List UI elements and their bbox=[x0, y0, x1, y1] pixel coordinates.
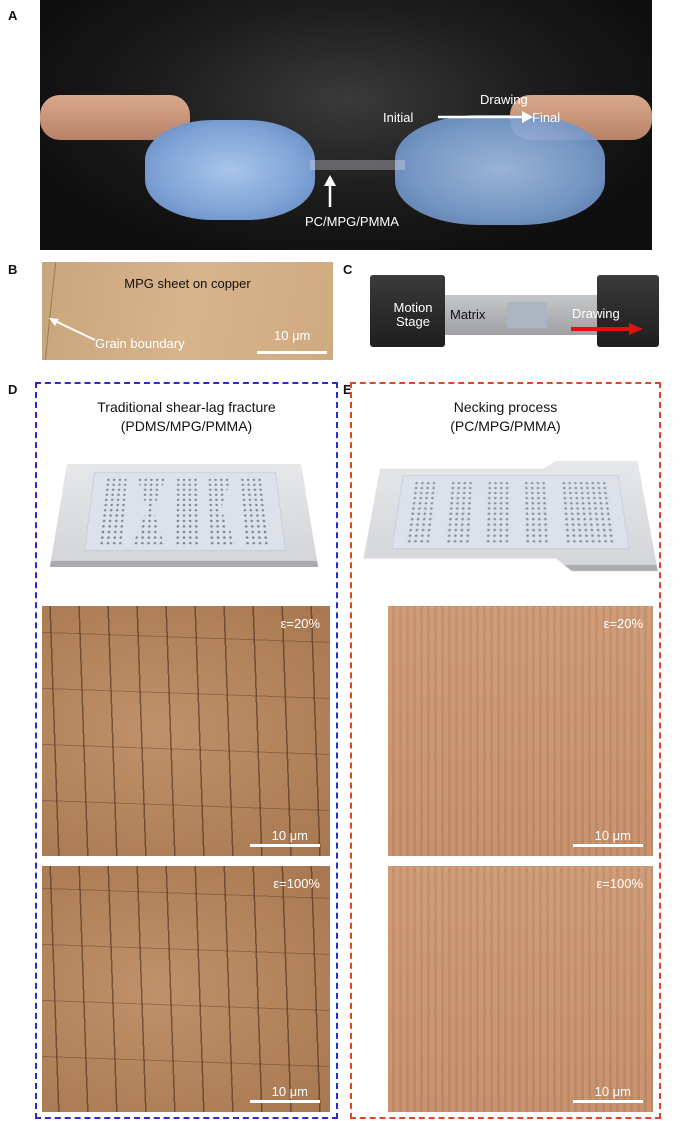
fractured-strip bbox=[133, 477, 166, 544]
panel-d-frame: Traditional shear-lag fracture (PDMS/MPG/… bbox=[35, 382, 338, 1119]
strain-label: ε=100% bbox=[596, 876, 643, 891]
fractured-strip bbox=[207, 477, 236, 544]
mpg-strip bbox=[561, 481, 615, 543]
mpg-patch bbox=[507, 302, 547, 328]
scale-bar bbox=[573, 844, 643, 847]
scale-label: 10 μm bbox=[272, 1084, 308, 1099]
fractured-strip bbox=[239, 477, 269, 544]
left-glove bbox=[145, 120, 315, 220]
arrow-icon bbox=[47, 316, 97, 342]
figure: A Drawing Initial Final PC/MPG/PMMA B MP… bbox=[0, 0, 685, 1121]
panel-d-title: Traditional shear-lag fracture (PDMS/MPG/… bbox=[37, 398, 336, 436]
panel-label-d: D bbox=[8, 382, 17, 397]
drawing-setup-diagram: Motion Stage Matrix Drawing bbox=[365, 275, 685, 350]
scale-label: 10 μm bbox=[274, 328, 310, 343]
panel-label-a: A bbox=[8, 8, 17, 23]
up-arrow-icon bbox=[323, 175, 337, 207]
right-glove bbox=[395, 115, 605, 225]
title-line-2: (PDMS/MPG/PMMA) bbox=[37, 417, 336, 436]
red-arrow-icon bbox=[571, 323, 643, 335]
pdms-slab-diagram bbox=[50, 464, 318, 567]
micrograph-e-strain-20: ε=20% 10 μm bbox=[388, 606, 653, 856]
initial-text: Initial bbox=[383, 110, 413, 125]
drawing-text: Drawing bbox=[480, 92, 528, 107]
scale-label: 10 μm bbox=[272, 828, 308, 843]
title-line-2: (PC/MPG/PMMA) bbox=[352, 417, 659, 436]
scale-bar bbox=[250, 844, 320, 847]
micrograph-d-strain-100: ε=100% 10 μm bbox=[42, 866, 330, 1112]
fractured-strip bbox=[175, 477, 200, 544]
panel-label-b: B bbox=[8, 262, 17, 277]
motion-stage-label: Motion Stage bbox=[388, 301, 438, 329]
scale-bar bbox=[257, 351, 327, 354]
scale-label: 10 μm bbox=[595, 1084, 631, 1099]
panel-e-frame: Necking process (PC/MPG/PMMA) ε=20% 10 μm… bbox=[350, 382, 661, 1119]
strain-label: ε=100% bbox=[273, 876, 320, 891]
micrograph-d-strain-20: ε=20% 10 μm bbox=[42, 606, 330, 856]
mpg-strip bbox=[446, 481, 474, 543]
mpg-layer bbox=[84, 472, 286, 551]
mpg-strip bbox=[485, 481, 510, 543]
title-line-1: Traditional shear-lag fracture bbox=[37, 398, 336, 417]
sample-strip bbox=[310, 160, 405, 170]
panel-label-c: C bbox=[343, 262, 352, 277]
grain-boundary-label: Grain boundary bbox=[95, 336, 185, 351]
micrograph-e-strain-100: ε=100% 10 μm bbox=[388, 866, 653, 1112]
pc-slab-necked-diagram bbox=[361, 461, 658, 571]
micrograph-mpg-on-copper: MPG sheet on copper Grain boundary 10 μm bbox=[42, 262, 333, 360]
strain-label: ε=20% bbox=[604, 616, 643, 631]
matrix-label: Matrix bbox=[450, 307, 485, 322]
mpg-strip bbox=[406, 481, 437, 543]
panel-e-title: Necking process (PC/MPG/PMMA) bbox=[352, 398, 659, 436]
mpg-strip bbox=[523, 481, 549, 543]
sample-label: PC/MPG/PMMA bbox=[305, 214, 399, 229]
mpg-layer bbox=[391, 475, 629, 549]
photo-stretching-sample: Drawing Initial Final PC/MPG/PMMA bbox=[40, 0, 652, 250]
drawing-arrow-icon bbox=[438, 110, 533, 124]
drawing-label: Drawing bbox=[572, 306, 620, 321]
fractured-strip bbox=[98, 477, 126, 544]
final-text: Final bbox=[532, 110, 560, 125]
title-line-1: Necking process bbox=[352, 398, 659, 417]
scale-label: 10 μm bbox=[595, 828, 631, 843]
scale-bar bbox=[250, 1100, 320, 1103]
scale-bar bbox=[573, 1100, 643, 1103]
caption: MPG sheet on copper bbox=[42, 276, 333, 291]
strain-label: ε=20% bbox=[281, 616, 320, 631]
